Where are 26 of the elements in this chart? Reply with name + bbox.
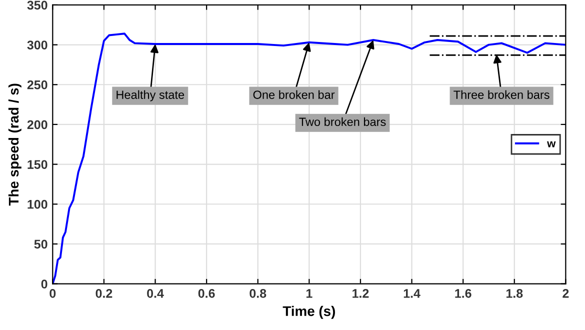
y-tick-label: 150	[28, 160, 48, 169]
annotation: Three broken bars	[454, 90, 550, 99]
y-tick-label: 100	[28, 200, 48, 209]
x-tick-label: 0	[50, 288, 56, 298]
x-tick-label: 0.4	[147, 288, 164, 298]
x-tick-label: 0.8	[250, 288, 266, 298]
x-tick-label: 1.4	[404, 289, 420, 298]
x-tick-label: 0.2	[96, 288, 112, 298]
x-tick-label: 1.8	[506, 288, 523, 298]
annotation: Two broken bars	[299, 117, 386, 126]
y-tick-label: 200	[27, 120, 48, 130]
x-axis-title: Time (s)	[282, 306, 335, 319]
y-tick-label: 350	[27, 0, 48, 10]
legend-label: w	[547, 141, 556, 148]
x-tick-label: 1.6	[455, 288, 472, 298]
annotation: Healthy state	[116, 90, 184, 102]
annotation: One broken bar	[253, 90, 335, 99]
y-tick-label: 300	[27, 40, 48, 50]
x-tick-label: 1	[306, 289, 312, 298]
x-tick-label: 0.6	[198, 288, 215, 298]
y-tick-label: 0	[41, 280, 48, 288]
y-axis-title: The speed (rad / s)	[8, 84, 22, 206]
y-tick-label: 250	[27, 80, 48, 90]
x-tick-label: 2	[562, 288, 569, 298]
x-tick-label: 1.2	[352, 288, 369, 298]
y-tick-label: 50	[34, 240, 48, 249]
